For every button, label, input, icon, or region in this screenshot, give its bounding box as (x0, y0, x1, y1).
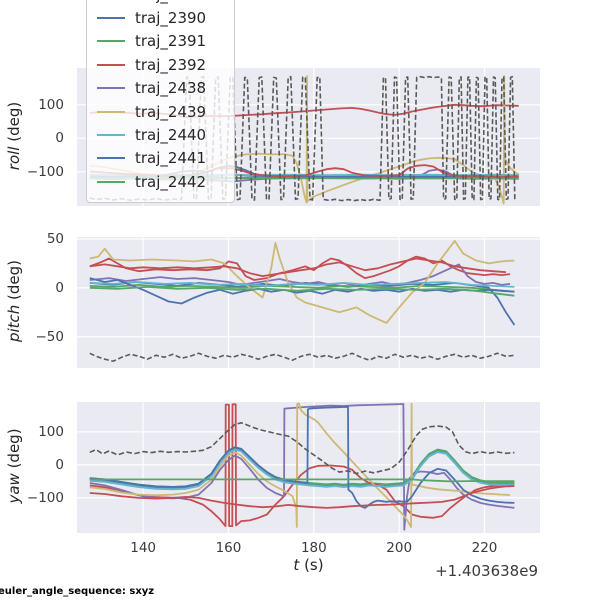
legend-label: traj_2391 (135, 32, 207, 51)
legend-label: traj_2439 (135, 102, 207, 121)
legend-label: traj_ (135, 0, 168, 4)
series-traj_2441 (89, 406, 515, 509)
y-tick-label: 0 (55, 130, 64, 147)
legend-label: traj_2440 (135, 126, 207, 145)
legend-item-traj-2391: traj_2391 (97, 30, 224, 53)
x-axis-label-unit: (s) (299, 556, 324, 574)
series-dashed_gray (89, 421, 515, 475)
x-tick-label: 160 (215, 540, 242, 556)
legend-line-sample (97, 17, 125, 20)
legend-item-traj-2441: traj_2441 (97, 147, 224, 170)
y-tick-label: 100 (38, 96, 64, 113)
legend-label: traj_2442 (135, 172, 207, 191)
x-axis-label-var: t (293, 556, 300, 574)
legend-item-traj-2439: traj_2439 (97, 100, 224, 123)
legend-label: traj_2392 (135, 55, 207, 74)
y-tick-label: 50 (46, 230, 64, 247)
series-traj_2441 (89, 277, 515, 305)
legend-label: traj_2441 (135, 149, 207, 168)
series-dashed_gray (89, 75, 517, 202)
legend-item-traj-2390: traj_2390 (97, 6, 224, 29)
series-traj_2439 (89, 402, 511, 528)
y-tick-label: 100 (38, 423, 64, 440)
legend-line-sample (97, 63, 125, 66)
legend-box: traj_ traj_2390 traj_2391 traj_2392 traj_243… (86, 0, 235, 203)
series-traj_2392 (89, 403, 515, 527)
legend-item-traj-2438: traj_2438 (97, 77, 224, 100)
series-traj_2442 (89, 286, 515, 297)
pitch-plot-area (77, 237, 540, 368)
legend-line-sample (97, 87, 125, 90)
legend-label: traj_2390 (135, 9, 207, 28)
legend-line-sample (97, 134, 125, 137)
x-tick-label: 180 (300, 540, 327, 556)
x-axis-offset-text: +1.403638e9 (435, 562, 538, 580)
legend-line-sample (97, 157, 125, 160)
series-traj_2392 (89, 255, 511, 281)
footnote-euler-sequence: euler_angle_sequence: sxyz (0, 586, 155, 597)
y-tick-label: −50 (35, 328, 65, 345)
yaw-plot-area (77, 402, 540, 533)
legend-label: traj_2438 (135, 79, 207, 98)
series-traj_2440 (89, 281, 515, 288)
y-tick-label: −100 (26, 489, 64, 506)
series-traj_2440 (89, 448, 515, 491)
series-unlabeled_red (89, 485, 515, 509)
pitch-axis-label: pitch (deg) (5, 231, 23, 371)
x-tick-label: 200 (386, 540, 413, 556)
x-axis-label: t (s) (77, 556, 540, 574)
y-tick-label: 0 (55, 456, 64, 473)
series-unlabeled_red (89, 257, 506, 277)
legend-line-sample (97, 110, 125, 113)
y-tick-label: 0 (55, 279, 64, 296)
legend-item-traj-2440: traj_2440 (97, 123, 224, 146)
legend-line-sample (97, 180, 125, 183)
legend-line-sample (97, 40, 125, 43)
series-traj_2391 (89, 284, 515, 293)
legend-item-traj: traj_ (97, 0, 224, 6)
x-tick-label: 220 (471, 540, 498, 556)
legend-item-traj-2442: traj_2442 (97, 170, 224, 193)
series-dashed_gray (89, 352, 515, 362)
legend-item-traj-2392: traj_2392 (97, 53, 224, 76)
y-tick-label: −100 (26, 163, 64, 180)
series-traj_2442 (89, 478, 515, 483)
series-traj_2438 (89, 263, 511, 287)
x-tick-label: 140 (130, 540, 157, 556)
